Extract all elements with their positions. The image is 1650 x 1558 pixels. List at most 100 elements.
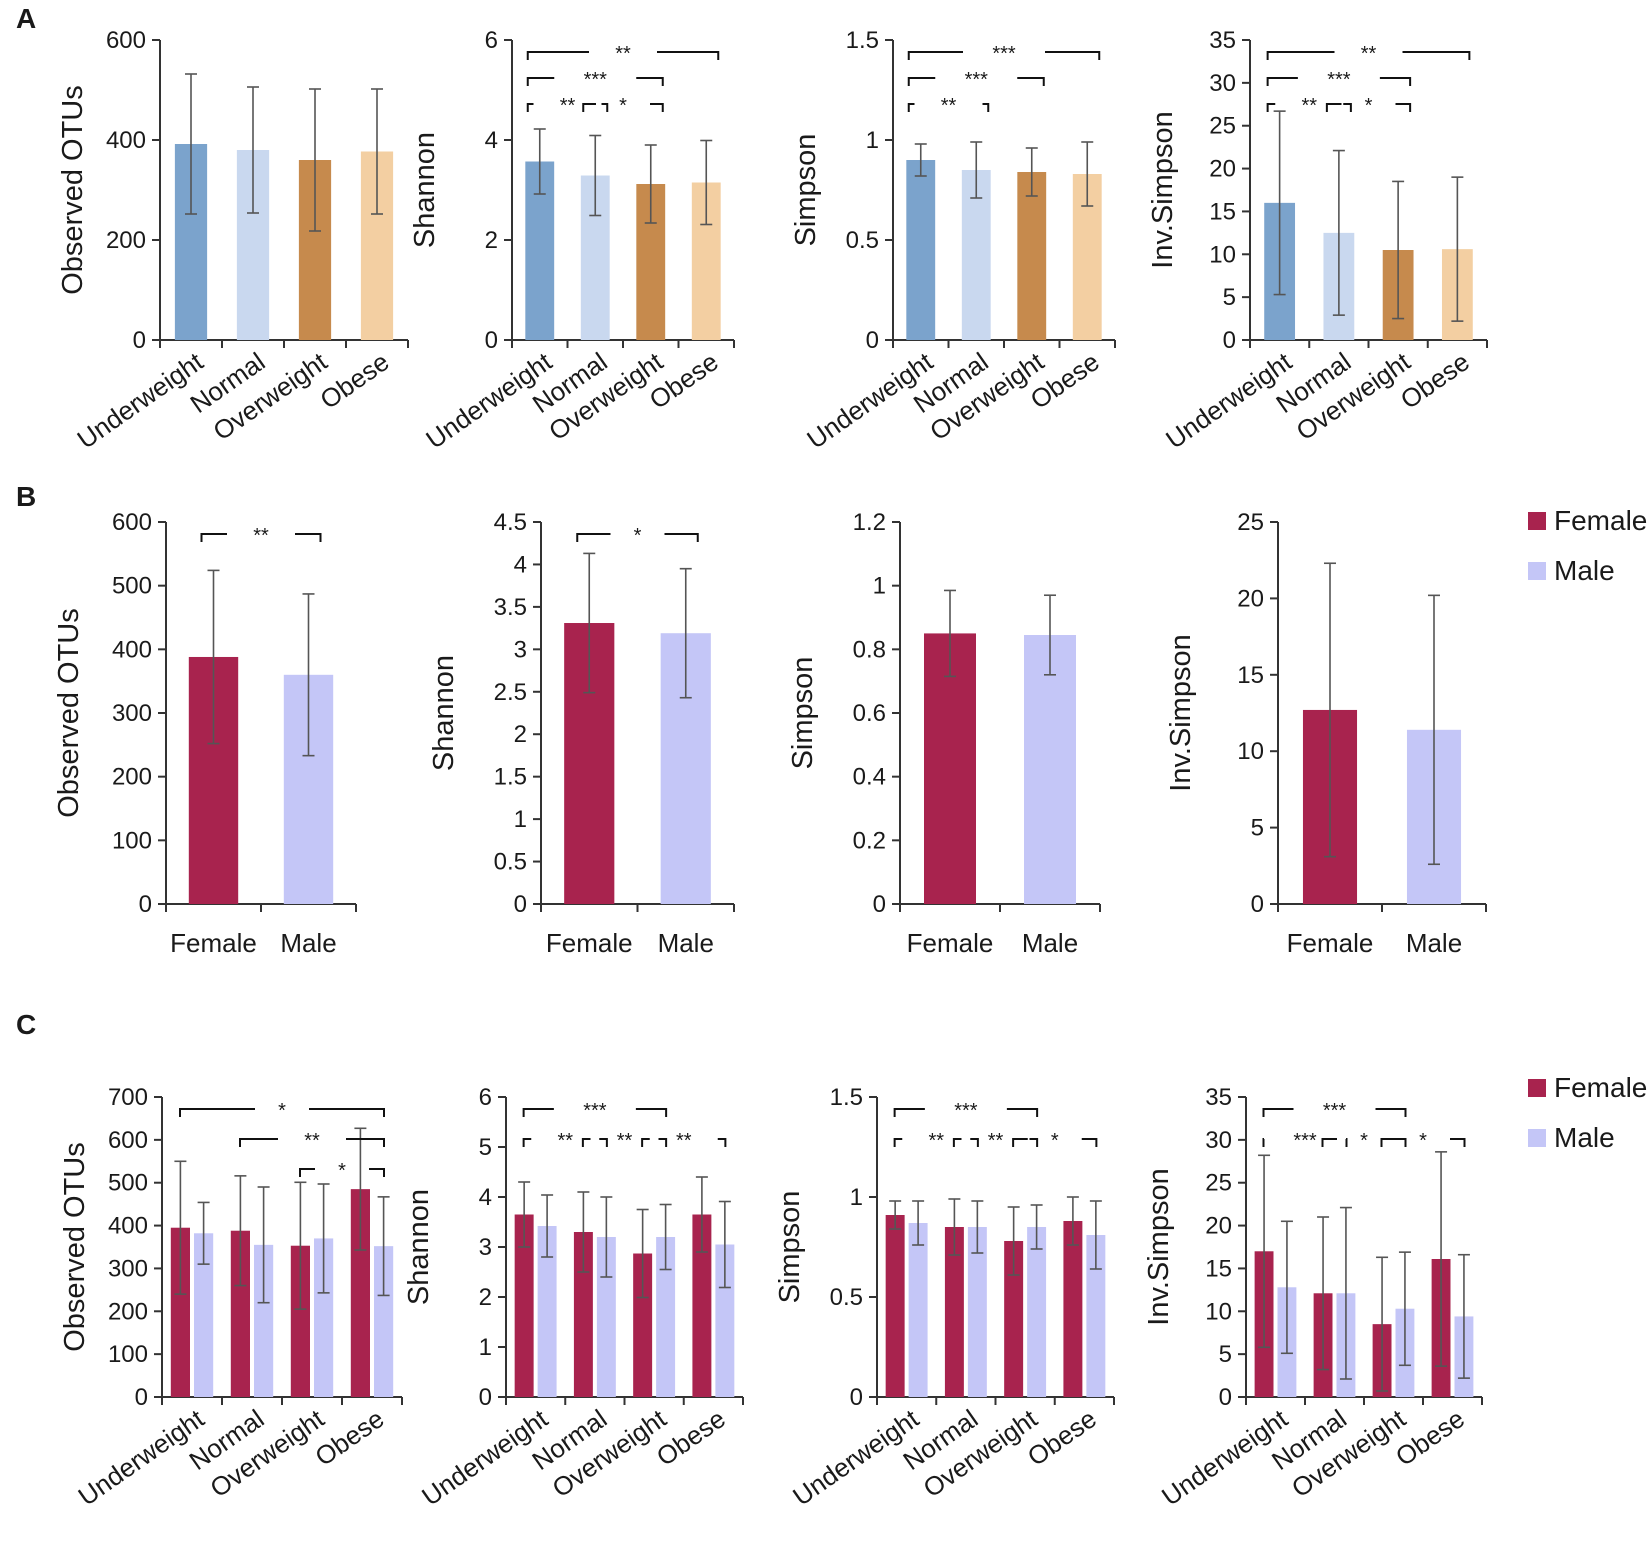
y-axis-title: Shannon <box>403 1189 435 1305</box>
y-axis-title: Observed OTUs <box>59 1142 91 1352</box>
y-tick-label: 15 <box>1209 198 1236 225</box>
significance-label: *** <box>583 1100 607 1122</box>
legend-b: Female Male <box>1528 505 1647 586</box>
bar-obese-female <box>350 1189 370 1397</box>
bracket-right <box>1395 103 1412 112</box>
y-axis-title: Inv.Simpson <box>1165 634 1197 791</box>
y-tick-label: 5 <box>1251 815 1264 842</box>
x-tick-label: Obese <box>314 346 394 415</box>
y-tick-label: 300 <box>112 700 152 727</box>
bracket-left <box>1380 1138 1396 1147</box>
bracket-left <box>576 533 611 542</box>
y-tick-label: 0 <box>1251 891 1264 918</box>
x-tick-label: Female <box>546 928 633 958</box>
significance-bracket: *** <box>1266 69 1412 91</box>
y-tick-label: 1 <box>850 1184 863 1211</box>
y-tick-label: 200 <box>108 1298 148 1325</box>
bar-male <box>1024 635 1076 904</box>
bracket-left <box>1266 77 1298 86</box>
bar-normal-male <box>967 1227 987 1397</box>
significance-label: ** <box>676 1130 692 1152</box>
y-tick-label: 2 <box>485 227 498 254</box>
significance-label: *** <box>1323 1100 1347 1122</box>
significance-bracket: ** <box>526 95 609 117</box>
x-tick-label: Male <box>280 928 336 958</box>
legend-label-male: Male <box>1554 1122 1615 1153</box>
bar-overweight-female <box>633 1253 653 1397</box>
bar-underweight-female <box>170 1227 190 1397</box>
bracket-right <box>309 1108 385 1117</box>
y-axis-title: Simpson <box>790 134 822 247</box>
y-tick-label: 15 <box>1205 1255 1232 1282</box>
panel-label-c: C <box>16 1009 36 1040</box>
y-tick-label: 200 <box>106 227 146 254</box>
y-axis-title: Shannon <box>428 655 460 771</box>
panel-label-b: B <box>16 481 36 512</box>
bracket-left <box>526 77 555 86</box>
x-tick-label: Obese <box>309 1403 389 1472</box>
significance-label: *** <box>992 43 1016 65</box>
y-tick-label: 0 <box>850 1384 863 1411</box>
y-tick-label: 35 <box>1205 1084 1232 1111</box>
significance-bracket: *** <box>1262 1100 1407 1122</box>
bracket-left <box>1262 1108 1294 1117</box>
bar-underweight-male <box>908 1223 928 1397</box>
bracket-right <box>658 1138 668 1147</box>
y-tick-label: 1.2 <box>853 509 886 536</box>
y-tick-label: 1.5 <box>846 27 879 54</box>
significance-bracket: ** <box>907 95 990 117</box>
significance-bracket: *** <box>907 69 1045 91</box>
y-tick-label: 1 <box>514 806 527 833</box>
y-tick-label: 0 <box>139 891 152 918</box>
bracket-left <box>907 103 915 112</box>
significance-label: * <box>1051 1130 1059 1152</box>
bracket-right <box>599 1138 608 1147</box>
significance-label: *** <box>1293 1130 1317 1152</box>
y-tick-label: 1 <box>873 573 886 600</box>
significance-label: ** <box>617 1130 633 1152</box>
bracket-left <box>581 1138 591 1147</box>
significance-label: * <box>1360 1130 1368 1152</box>
y-axis-title: Simpson <box>787 657 819 770</box>
bar-obese-female <box>1063 1221 1083 1397</box>
significance-label: * <box>619 95 627 117</box>
y-axis-title: Observed OTUs <box>57 85 89 295</box>
y-axis-title: Inv.Simpson <box>1147 111 1179 268</box>
y-tick-label: 30 <box>1205 1127 1232 1154</box>
y-tick-label: 100 <box>112 827 152 854</box>
bracket-right <box>369 1168 385 1177</box>
significance-bracket: ** <box>581 1130 668 1152</box>
significance-bracket: ** <box>1266 43 1471 65</box>
chart-a-shannon: 0246ShannonUnderweightNormalOverweightOb… <box>409 27 735 455</box>
y-tick-label: 0.6 <box>853 700 886 727</box>
significance-bracket: ** <box>893 1130 979 1152</box>
chart-c-shannon: 0123456ShannonUnderweightNormalOverweigh… <box>403 1084 744 1512</box>
y-tick-label: 20 <box>1237 585 1264 612</box>
significance-bracket: * <box>299 1160 385 1182</box>
x-tick-label: Obese <box>1390 1403 1470 1472</box>
y-tick-label: 1 <box>479 1334 492 1361</box>
bracket-right <box>1402 51 1471 60</box>
y-axis-title: Shannon <box>409 132 441 248</box>
bracket-right <box>1379 77 1412 86</box>
y-tick-label: 4.5 <box>494 509 527 536</box>
bar-obese-male <box>374 1246 394 1397</box>
bar-normal-female <box>573 1232 593 1397</box>
significance-label: * <box>634 525 642 547</box>
bar-overweight-male <box>314 1238 334 1397</box>
y-tick-label: 2.5 <box>494 679 527 706</box>
y-tick-label: 700 <box>108 1084 148 1111</box>
y-tick-label: 5 <box>479 1134 492 1161</box>
x-tick-label: Male <box>1022 928 1078 958</box>
bracket-left <box>1266 103 1276 112</box>
chart-a-simpson: 00.511.5SimpsonUnderweightNormalOverweig… <box>790 27 1116 455</box>
y-tick-label: 10 <box>1205 1298 1232 1325</box>
significance-bracket: *** <box>1262 1130 1348 1152</box>
bracket-left <box>179 1108 255 1117</box>
y-tick-label: 3 <box>514 636 527 663</box>
significance-bracket: * <box>582 95 664 117</box>
x-tick-label: Obese <box>1022 1403 1102 1472</box>
bracket-right <box>1017 77 1045 86</box>
bracket-left <box>522 1108 554 1117</box>
